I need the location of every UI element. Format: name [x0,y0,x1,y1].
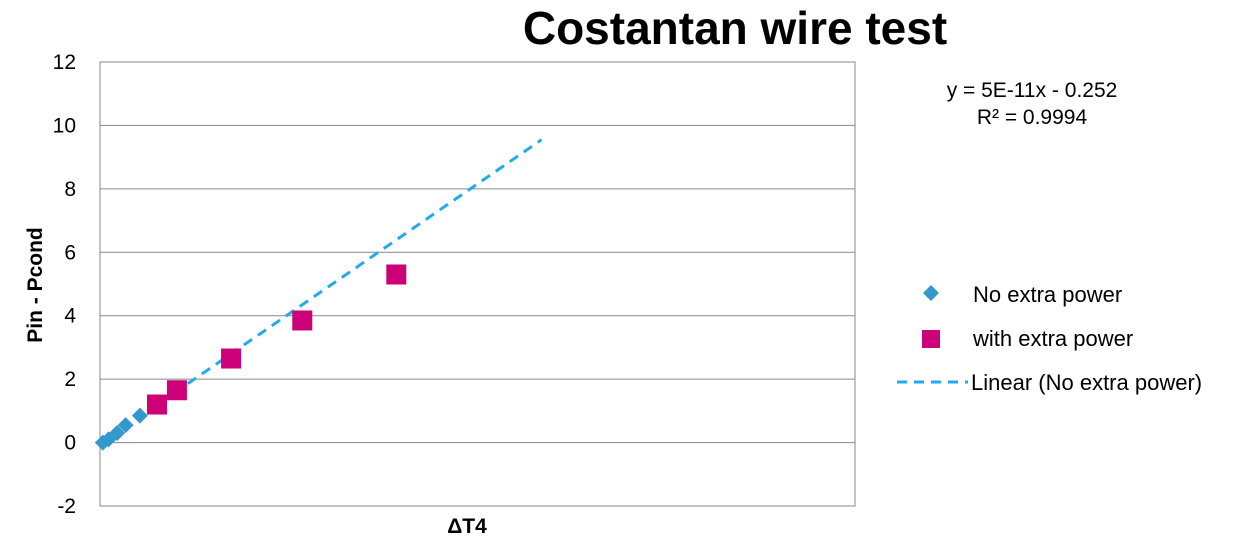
y-tick--2: -2 [57,495,76,518]
legend-item-linear-trend: Linear (No extra power) [897,370,1202,395]
legend-marker-square [922,330,940,348]
point-with-extra-power-1 [166,380,187,401]
y-tick-4: 4 [64,305,76,328]
y-tick-2: 2 [64,368,76,391]
x-axis-label: ΔT4 [447,515,487,538]
point-with-extra-power-2 [221,348,242,369]
point-with-extra-power-3 [292,310,313,331]
y-tick-0: 0 [64,432,76,455]
y-tick-12: 12 [53,51,76,74]
data-points [94,264,407,451]
y-tick-8: 8 [64,178,76,201]
r-squared-value: R² = 0.9994 [977,106,1088,129]
plot-area [99,61,856,507]
trendline-equation: y = 5E-11x - 0.252 [947,79,1118,102]
point-no-extra-power-2 [109,425,126,442]
legend-label-with-extra-power: with extra power [972,326,1133,351]
point-no-extra-power-4 [131,407,148,424]
point-with-extra-power-0 [146,394,167,415]
y-tick-6: 6 [64,241,76,264]
point-no-extra-power-3 [117,417,134,434]
point-with-extra-power-4 [386,264,407,285]
legend-item-with-extra-power: with extra power [922,326,1133,351]
legend: No extra power with extra power Linear (… [897,282,1202,395]
gridlines [100,61,855,507]
legend-marker-diamond [923,285,939,301]
legend-label-no-extra-power: No extra power [973,282,1122,307]
y-axis-label: Pin - Pcond [24,227,47,343]
y-tick-labels: -2 0 2 4 6 8 10 12 [53,51,77,518]
trendline-layer [158,138,543,405]
legend-item-no-extra-power: No extra power [923,282,1122,307]
legend-label-linear-trend: Linear (No extra power) [971,370,1202,395]
chart-title: Costantan wire test [523,2,947,54]
trendline-linear [158,138,543,405]
y-tick-10: 10 [53,114,76,137]
